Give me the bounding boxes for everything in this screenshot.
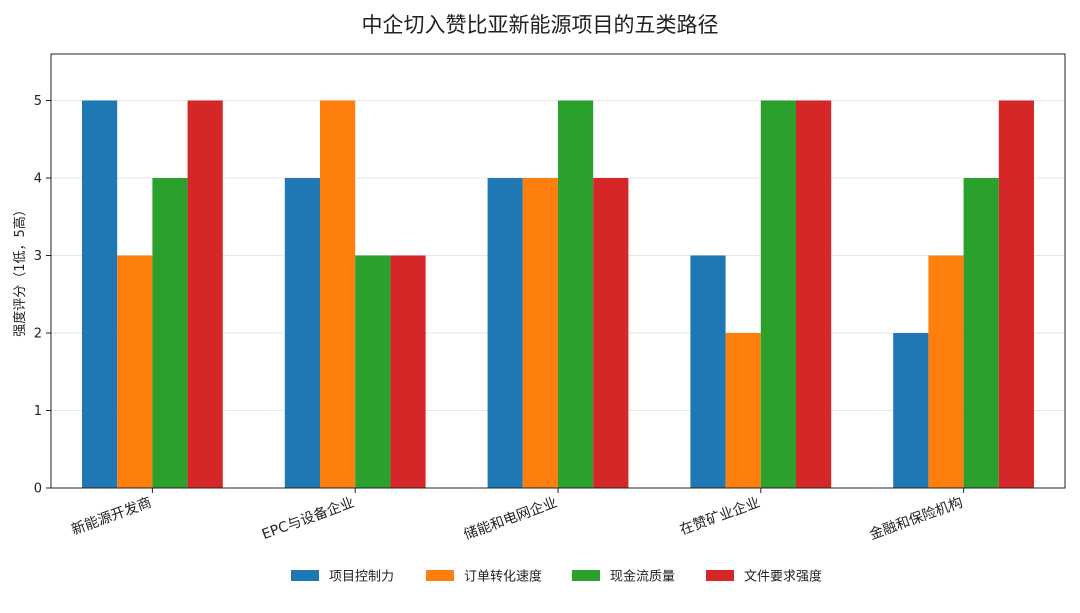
x-tick-label: 新能源开发商 xyxy=(69,495,153,539)
legend-swatch xyxy=(426,570,454,581)
bar xyxy=(725,333,761,488)
legend: 项目控制力 订单转化速度 现金流质量 文件要求强度 xyxy=(291,569,822,585)
y-axis-ticks: 0 1 2 3 4 5 xyxy=(34,94,51,497)
bar xyxy=(963,178,999,488)
x-axis-ticks: 新能源开发商 EPC与设备企业 储能和电网企业 在赞矿业企业 金融和保险机构 xyxy=(69,488,965,543)
bar xyxy=(760,100,796,488)
x-tick-label: 在赞矿业企业 xyxy=(677,494,762,539)
bar xyxy=(390,255,426,488)
x-tick-label: EPC与设备企业 xyxy=(260,494,357,543)
bar xyxy=(82,100,118,488)
bar xyxy=(998,100,1034,488)
legend-swatch xyxy=(706,570,734,581)
y-axis-label: 强度评分（1低，5高） xyxy=(12,203,28,337)
bars xyxy=(82,100,1034,488)
bar xyxy=(320,100,356,488)
legend-label: 项目控制力 xyxy=(329,570,394,585)
legend-label: 订单转化速度 xyxy=(464,569,542,585)
bar xyxy=(117,255,153,488)
legend-swatch xyxy=(291,570,319,581)
bar xyxy=(928,255,964,488)
y-tick-label: 0 xyxy=(34,482,42,497)
x-tick-label: 储能和电网企业 xyxy=(461,494,559,543)
bar xyxy=(796,100,832,488)
bar xyxy=(187,100,223,488)
bar xyxy=(522,178,558,488)
x-tick-label: 金融和保险机构 xyxy=(867,495,965,544)
y-tick-label: 1 xyxy=(34,404,42,419)
y-tick-label: 2 xyxy=(34,327,42,342)
bar xyxy=(593,178,629,488)
bar xyxy=(152,178,188,488)
legend-label: 文件要求强度 xyxy=(744,569,822,585)
y-tick-label: 3 xyxy=(34,249,42,264)
y-tick-label: 4 xyxy=(34,172,42,187)
bar xyxy=(893,333,929,488)
bar xyxy=(690,255,726,488)
bar xyxy=(284,178,320,488)
y-tick-label: 5 xyxy=(34,94,42,109)
bar xyxy=(355,255,391,488)
bar xyxy=(487,178,523,488)
chart-title: 中企切入赞比亚新能源项目的五类路径 xyxy=(362,13,719,37)
bar xyxy=(558,100,594,488)
legend-swatch xyxy=(572,570,600,581)
legend-label: 现金流质量 xyxy=(610,569,675,585)
